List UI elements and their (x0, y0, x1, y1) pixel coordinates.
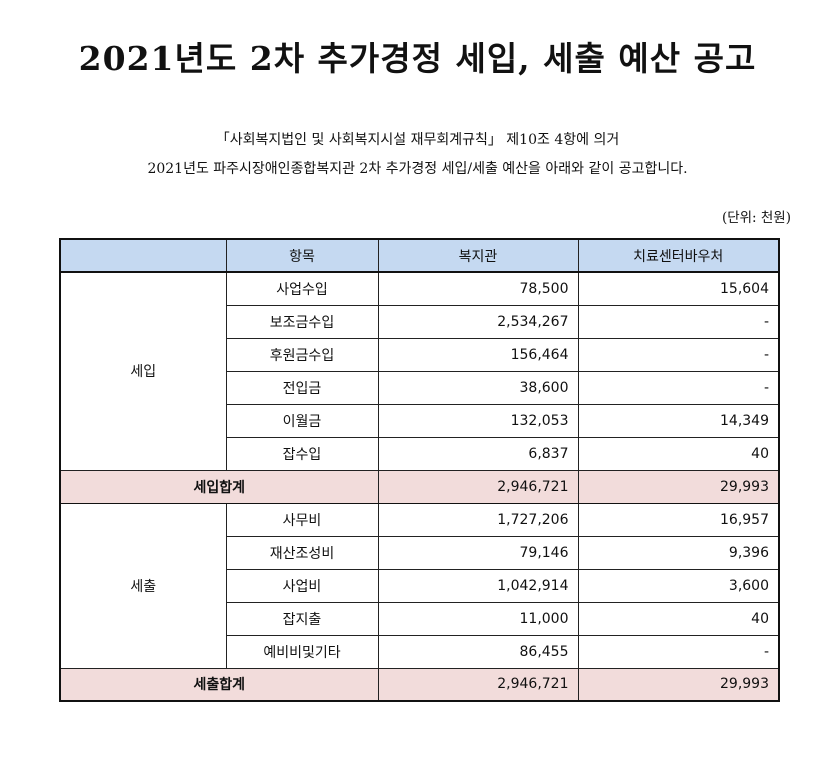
row-item: 전입금 (225, 370, 379, 405)
total-voucher-value: 29,993 (577, 667, 780, 702)
intro-text: 「사회복지법인 및 사회복지시설 재무회계규칙」 제10조 4항에 의거 202… (0, 126, 835, 184)
row-item: 재산조성비 (225, 535, 379, 570)
table-row: 세출 사무비 1,727,206 16,957 (59, 502, 780, 669)
total-label: 세입합계 (59, 469, 379, 504)
total-row-revenue: 세입합계 2,946,721 29,993 (59, 469, 780, 504)
row-voucher-value: 40 (577, 601, 780, 636)
total-row-expenditure: 세출합계 2,946,721 29,993 (59, 667, 780, 702)
row-welfare-value: 156,464 (377, 337, 579, 372)
row-item: 사업비 (225, 568, 379, 603)
total-welfare-value: 2,946,721 (377, 469, 579, 504)
row-voucher-value: 9,396 (577, 535, 780, 570)
row-voucher-value: - (577, 634, 780, 669)
table-row: 세입 사업수입 78,500 15,604 (59, 271, 780, 471)
row-welfare-value: 1,042,914 (377, 568, 579, 603)
header-item: 항목 (225, 238, 379, 273)
row-item: 후원금수입 (225, 337, 379, 372)
row-welfare-value: 6,837 (377, 436, 579, 471)
table-row: 전입금 38,600 - (60, 370, 780, 405)
unit-label: (단위: 천원) (721, 210, 791, 226)
row-item: 예비비및기타 (225, 634, 379, 669)
row-voucher-value: - (577, 370, 780, 405)
total-voucher-value: 29,993 (577, 469, 780, 504)
row-voucher-value: - (577, 304, 780, 339)
row-welfare-value: 2,534,267 (377, 304, 579, 339)
row-voucher-value: 15,604 (577, 271, 780, 306)
row-welfare-value: 78,500 (377, 271, 579, 306)
row-voucher-value: - (577, 337, 780, 372)
row-voucher-value: 14,349 (577, 403, 780, 438)
row-item: 보조금수입 (225, 304, 379, 339)
row-welfare-value: 132,053 (377, 403, 579, 438)
table-row: 잡지출 11,000 40 (60, 601, 780, 636)
section-label-revenue: 세입 (59, 271, 227, 471)
header-section (59, 238, 227, 273)
total-label: 세출합계 (59, 667, 379, 702)
table-row: 사업비 1,042,914 3,600 (60, 568, 780, 603)
row-item: 잡지출 (225, 601, 379, 636)
table-row: 재산조성비 79,146 9,396 (60, 535, 780, 570)
row-welfare-value: 11,000 (377, 601, 579, 636)
row-item: 사무비 (225, 502, 379, 537)
row-welfare-value: 1,727,206 (377, 502, 579, 537)
row-voucher-value: 40 (577, 436, 780, 471)
table-row: 보조금수입 2,534,267 - (60, 304, 780, 339)
row-item: 사업수입 (225, 271, 379, 306)
page-title: 2021년도 2차 추가경정 세입, 세출 예산 공고 (78, 39, 757, 78)
row-welfare-value: 86,455 (377, 634, 579, 669)
row-voucher-value: 3,600 (577, 568, 780, 603)
total-welfare-value: 2,946,721 (377, 667, 579, 702)
row-welfare-value: 38,600 (377, 370, 579, 405)
table-row: 잡수입 6,837 40 (60, 436, 780, 471)
row-voucher-value: 16,957 (577, 502, 780, 537)
intro-line-1: 「사회복지법인 및 사회복지시설 재무회계규칙」 제10조 4항에 의거 (215, 132, 620, 148)
table-row: 이월금 132,053 14,349 (60, 403, 780, 438)
budget-table: 항목 복지관 치료센터바우처 세입 사업수입 78,500 15,604 보조금… (59, 238, 780, 702)
row-welfare-value: 79,146 (377, 535, 579, 570)
row-item: 이월금 (225, 403, 379, 438)
header-voucher: 치료센터바우처 (577, 238, 780, 273)
intro-line-2: 2021년도 파주시장애인종합복지관 2차 추가경정 세입/세출 예산을 아래와… (147, 161, 688, 177)
table-header-row: 항목 복지관 치료센터바우처 (59, 238, 780, 273)
section-label-expenditure: 세출 (59, 502, 227, 669)
header-welfare: 복지관 (377, 238, 579, 273)
row-item: 잡수입 (225, 436, 379, 471)
